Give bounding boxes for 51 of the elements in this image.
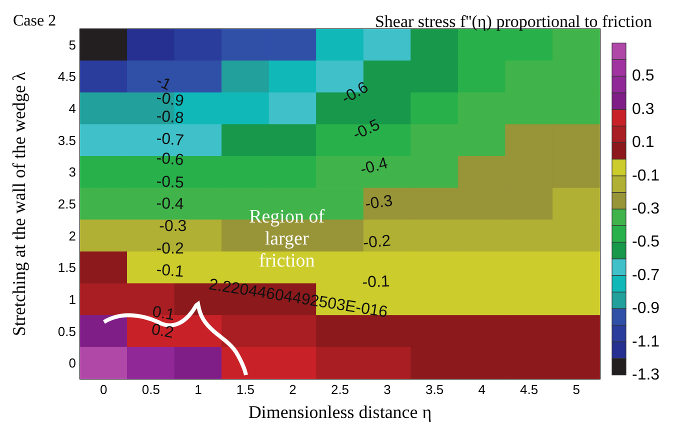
color-bar-label: -0.3 xyxy=(632,200,660,218)
y-tick-label: 3.5 xyxy=(58,132,76,148)
y-tick-label: 2.5 xyxy=(58,196,76,212)
x-tick-label: 1.5 xyxy=(236,382,254,397)
y-tick-label: 4.5 xyxy=(58,69,76,84)
y-tick-label: 0 xyxy=(68,356,76,371)
annotation: -0.3 xyxy=(364,192,394,214)
annotation: -0.2 xyxy=(156,240,184,258)
color-bar-label: -0.9 xyxy=(632,300,660,318)
color-bar-label: -0.5 xyxy=(632,234,660,251)
color-bar-label: 0.1 xyxy=(632,134,654,152)
y-axis-title: Stretching at the wall of the wedge λ xyxy=(9,72,29,336)
y-tick-label: 1.5 xyxy=(58,260,76,276)
x-tick-label: 5 xyxy=(572,382,580,397)
x-tick-label: 3.5 xyxy=(426,382,444,397)
x-tick-label: 4.5 xyxy=(520,382,538,397)
y-tick-label: 1 xyxy=(68,292,76,307)
color-bar-label: -1.3 xyxy=(632,366,660,384)
annotation: -0.5 xyxy=(156,173,184,192)
y-tick-label: 5 xyxy=(68,37,76,52)
annotation: -0.6 xyxy=(156,150,185,170)
color-bar-label: -0.1 xyxy=(632,167,660,184)
color-bar-label: 0.3 xyxy=(632,100,654,118)
color-bar-label: 0.5 xyxy=(632,68,654,85)
x-tick-label: 1 xyxy=(194,382,202,397)
y-tick-label: 0.5 xyxy=(58,324,76,339)
annotation: -0.8 xyxy=(156,108,185,128)
x-tick-label: 3 xyxy=(384,382,391,397)
y-tick-label: 4 xyxy=(68,101,76,116)
x-tick-label: 0 xyxy=(100,382,108,397)
annotation: Region of larger friction xyxy=(249,206,326,272)
color-bar-label: -1.1 xyxy=(632,333,660,350)
color-bar-label: -0.7 xyxy=(632,266,660,284)
x-tick-label: 4 xyxy=(478,382,486,397)
annotation: -0.1 xyxy=(156,262,185,281)
x-tick-label: 0.5 xyxy=(142,382,160,397)
annotation: -0.7 xyxy=(156,130,185,150)
annotation: -0.9 xyxy=(155,90,185,110)
y-tick-label: 3 xyxy=(68,164,76,180)
annotation: -0.4 xyxy=(156,195,184,214)
annotation: -0.4 xyxy=(358,155,390,179)
y-tick-label: 2 xyxy=(68,228,76,244)
x-axis-title: Dimensionless distance η xyxy=(248,402,432,422)
annotation: -0.2 xyxy=(362,232,392,252)
annotation: -0.5 xyxy=(350,116,383,144)
chart-title: Shear stress f''(η) proportional to friction xyxy=(374,12,652,31)
x-tick-label: 2.5 xyxy=(330,382,350,397)
annotation: -0.6 xyxy=(338,79,372,108)
text: Case 2 xyxy=(13,12,56,30)
x-tick-label: 2 xyxy=(289,382,296,397)
annotation: -0.3 xyxy=(159,218,187,236)
